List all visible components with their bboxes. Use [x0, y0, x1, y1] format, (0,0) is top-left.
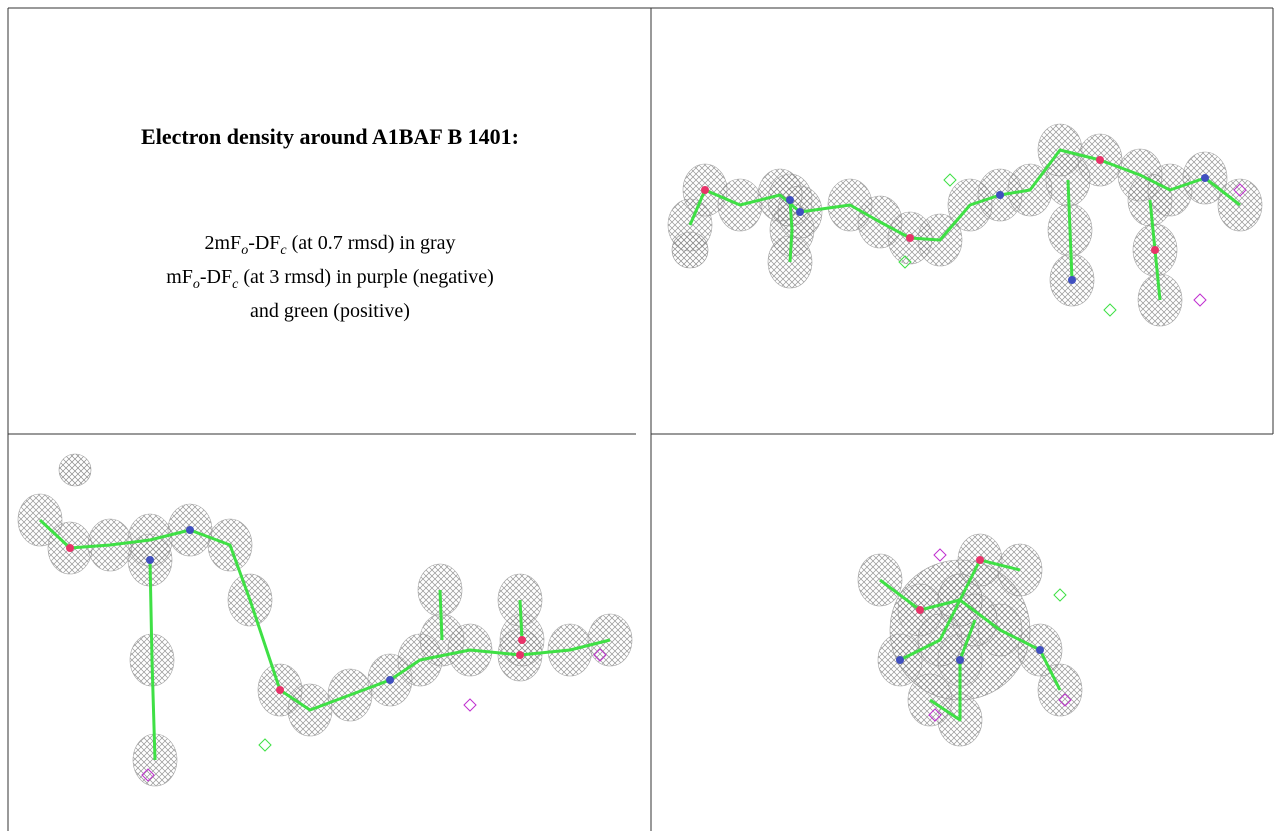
title: Electron density around A1BAF B 1401:: [9, 124, 651, 150]
legend-text: (at 3 rmsd) in purple (negative): [238, 266, 493, 288]
atom: [518, 636, 526, 644]
model-stick: [520, 600, 522, 640]
atom: [1201, 174, 1209, 182]
difference-density: [934, 549, 946, 561]
atom: [896, 656, 904, 664]
difference-density: [464, 699, 476, 711]
atom: [701, 186, 709, 194]
page: Electron density around A1BAF B 1401: 2m…: [0, 0, 1276, 831]
difference-density: [259, 739, 271, 751]
difference-density: [1104, 304, 1116, 316]
difference-density: [944, 174, 956, 186]
atom: [976, 556, 984, 564]
model-stick: [440, 590, 442, 640]
atom: [146, 556, 154, 564]
legend-line: and green (positive): [9, 298, 651, 325]
atom: [1096, 156, 1104, 164]
atom: [1151, 246, 1159, 254]
atom: [1036, 646, 1044, 654]
legend-text: and green (positive): [250, 300, 410, 322]
atom: [1068, 276, 1076, 284]
difference-density: [1194, 294, 1206, 306]
legend-line: 2mFo-DFc (at 0.7 rmsd) in gray: [9, 230, 651, 264]
density-mesh: [59, 454, 91, 486]
atom: [66, 544, 74, 552]
legend-text: 2mF: [205, 232, 242, 254]
atom: [516, 651, 524, 659]
atom: [386, 676, 394, 684]
atom: [956, 656, 964, 664]
density-mesh: [672, 232, 708, 268]
atom: [796, 208, 804, 216]
atom: [276, 686, 284, 694]
density-images: [18, 124, 1262, 786]
atom: [996, 191, 1004, 199]
atom: [786, 196, 794, 204]
difference-density: [1054, 589, 1066, 601]
legend-text: (at 0.7 rmsd) in gray: [287, 232, 456, 254]
legend-text: -DF: [248, 232, 280, 254]
subscript: o: [193, 277, 200, 292]
atom: [906, 234, 914, 242]
atom: [916, 606, 924, 614]
legend-text: -DF: [200, 266, 232, 288]
legend-line: mFo-DFc (at 3 rmsd) in purple (negative): [9, 264, 651, 298]
atom: [186, 526, 194, 534]
legend-text: mF: [166, 266, 193, 288]
